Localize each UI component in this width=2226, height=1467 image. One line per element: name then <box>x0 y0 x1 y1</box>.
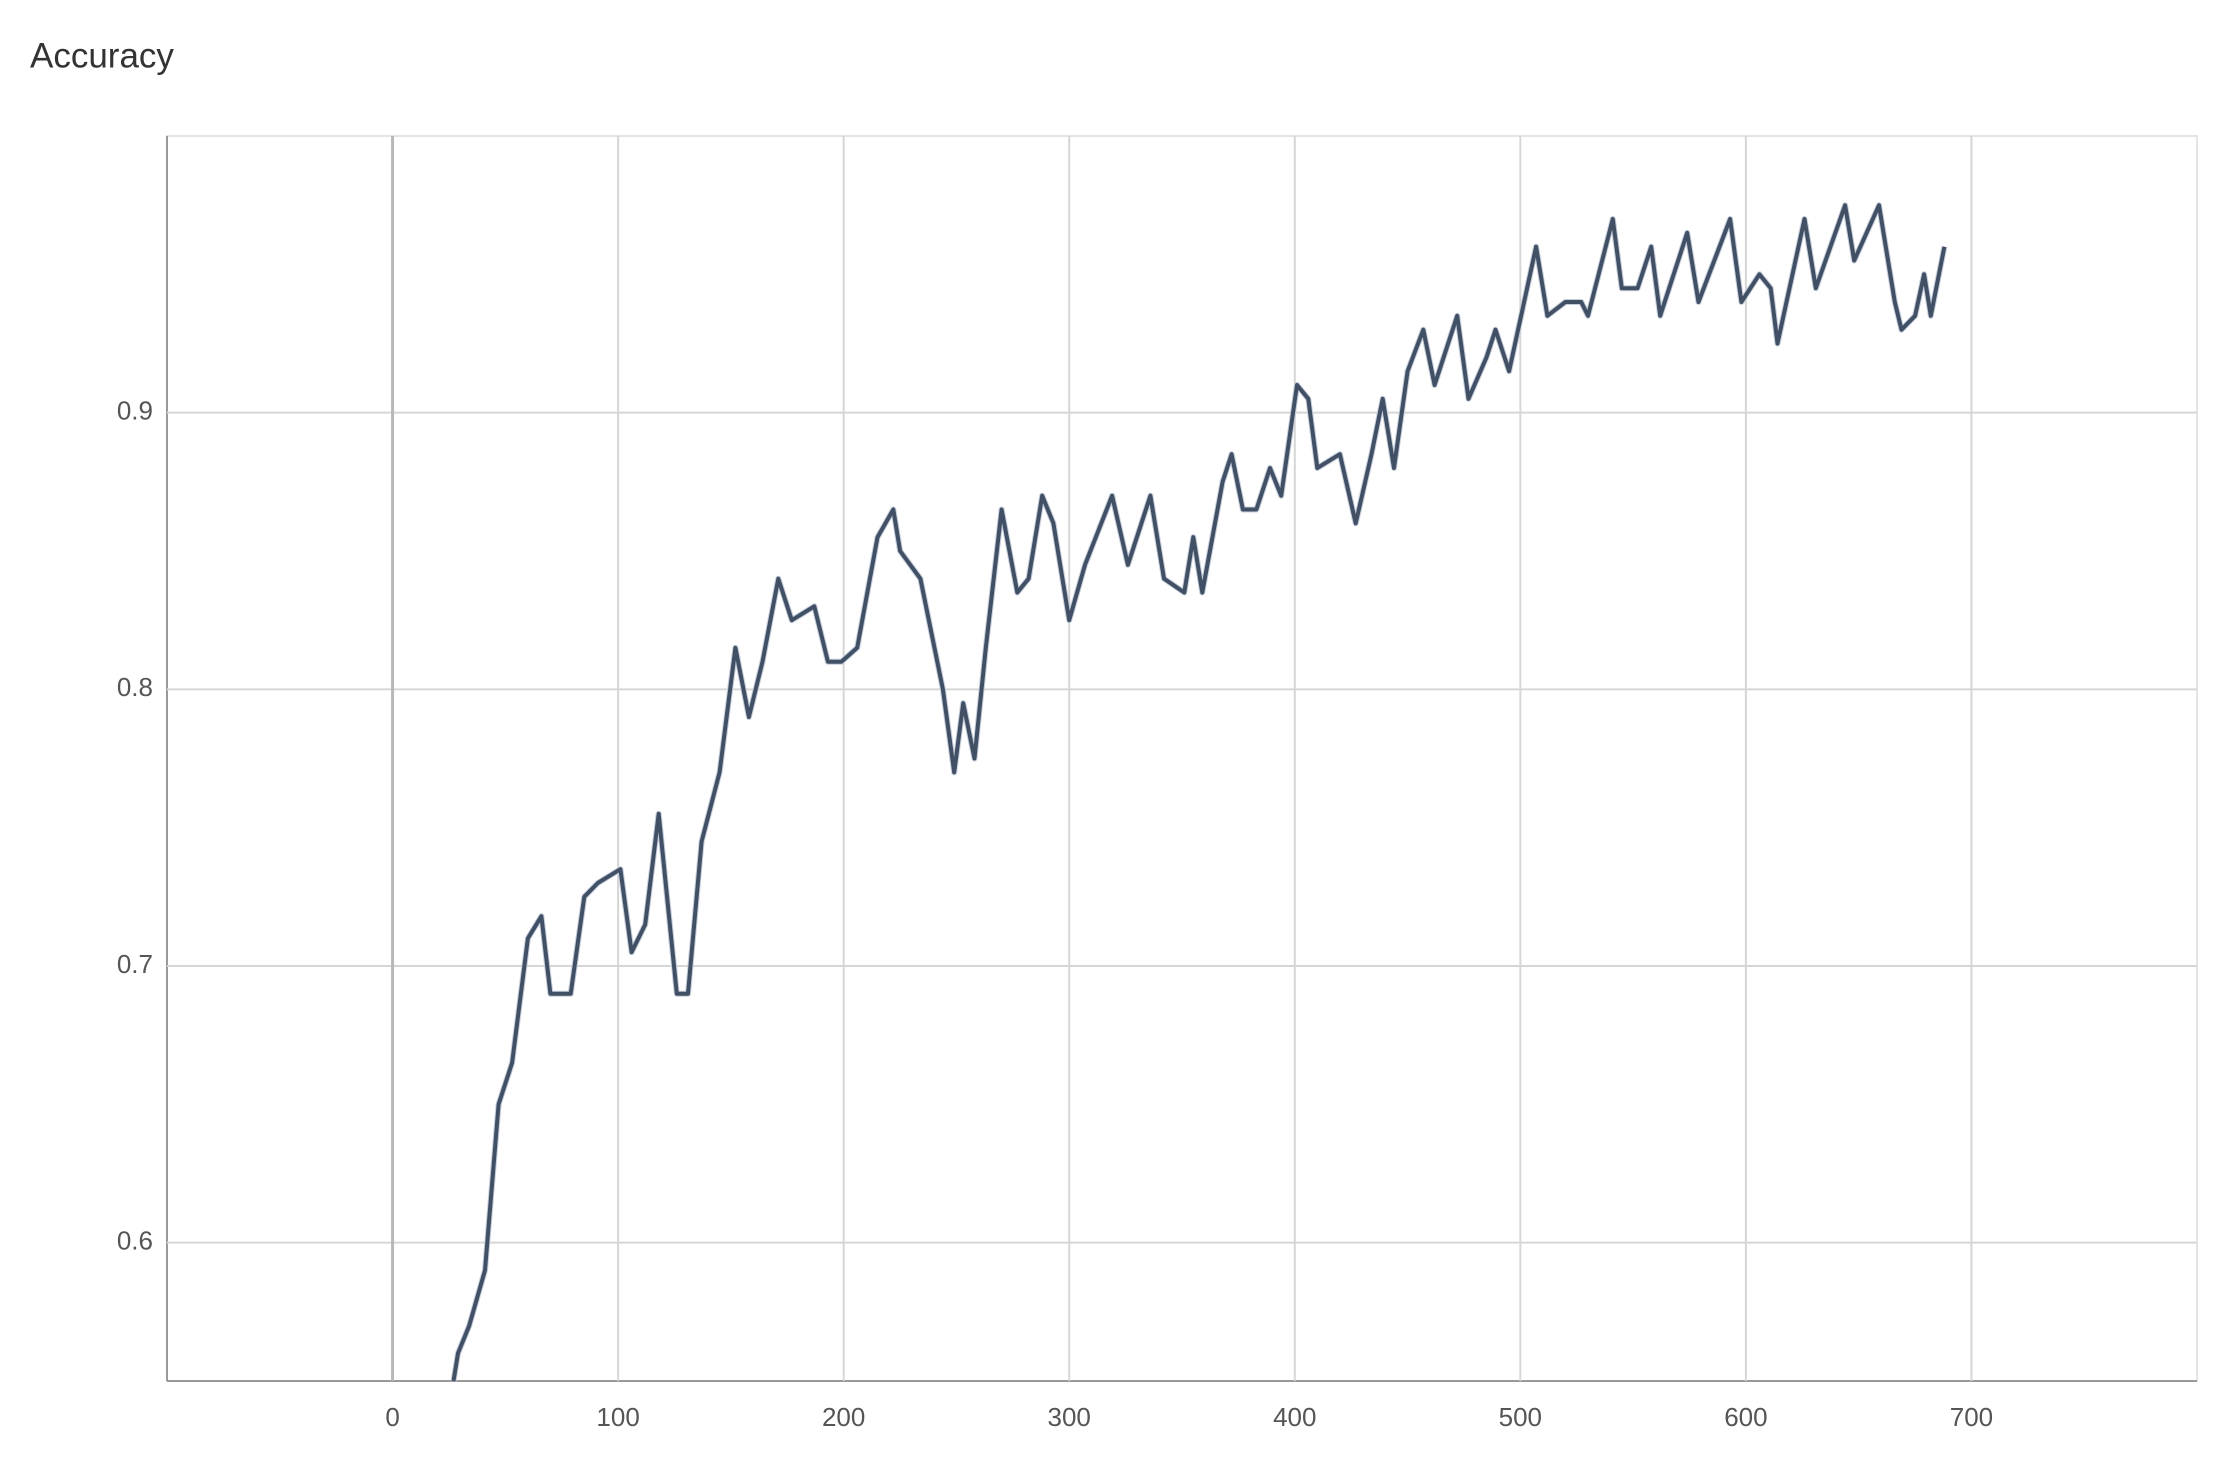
raw-line <box>450 202 1948 1382</box>
data-line <box>451 203 1947 1382</box>
x-tick-label: 500 <box>1499 1402 1542 1432</box>
y-tick-label: 0.8 <box>117 672 153 702</box>
chart-title: Accuracy <box>30 36 174 75</box>
x-tick-label: 400 <box>1273 1402 1316 1432</box>
x-tick-label: 100 <box>596 1402 639 1432</box>
y-tick-label: 0.7 <box>117 949 153 979</box>
x-tick-label: 200 <box>822 1402 865 1432</box>
y-tick-label: 0.6 <box>117 1226 153 1256</box>
plot-frame <box>166 135 2198 1382</box>
y-tick-label: 0.9 <box>117 396 153 426</box>
x-tick-label: 700 <box>1950 1402 1993 1432</box>
x-tick-label: 0 <box>385 1402 399 1432</box>
x-tick-label: 600 <box>1724 1402 1767 1432</box>
x-tick-label: 300 <box>1048 1402 1091 1432</box>
